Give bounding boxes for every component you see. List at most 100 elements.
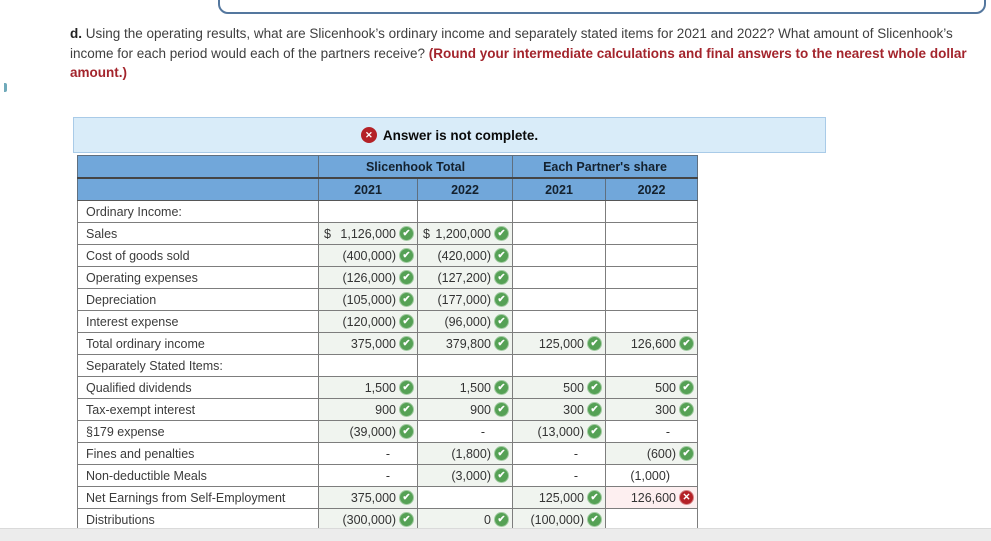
value-cell[interactable]: (120,000) ✔ [318, 310, 418, 333]
value-cell [512, 266, 606, 289]
check-icon: ✔ [587, 380, 602, 395]
value-cell[interactable]: 500 ✔ [512, 376, 606, 399]
cell-value: - [665, 424, 670, 439]
cell-value: 300 [563, 402, 584, 417]
cell-value: - [385, 468, 390, 483]
check-icon: ✔ [494, 336, 509, 351]
row-label: Depreciation [77, 288, 319, 311]
value-cell [512, 354, 606, 377]
table-row: Interest expense (120,000) ✔ (96,000) ✔ [77, 310, 698, 333]
row-label: Total ordinary income [77, 332, 319, 355]
table-row: Separately Stated Items: [77, 354, 698, 377]
cell-value: 1,500 [364, 380, 396, 395]
check-icon: ✔ [679, 446, 694, 461]
value-cell[interactable]: (400,000) ✔ [318, 244, 418, 267]
answer-status-banner: ✕ Answer is not complete. [73, 117, 826, 153]
cell-value: (400,000) [342, 248, 396, 263]
value-cell: - [605, 420, 698, 443]
check-icon: ✔ [587, 402, 602, 417]
value-cell [605, 354, 698, 377]
check-icon: ✔ [399, 380, 414, 395]
value-cell[interactable]: 0 ✔ [417, 508, 513, 531]
year-header-0-0: 2021 [318, 177, 418, 201]
value-cell[interactable]: 1,500 ✔ [318, 376, 418, 399]
value-cell[interactable]: 125,000 ✔ [512, 332, 606, 355]
check-icon: ✔ [587, 336, 602, 351]
row-label: Distributions [77, 508, 319, 531]
cell-value: (13,000) [537, 424, 584, 439]
check-icon: ✔ [494, 292, 509, 307]
check-icon: ✔ [399, 270, 414, 285]
value-cell[interactable]: (13,000) ✔ [512, 420, 606, 443]
cell-value: (600) [646, 446, 676, 461]
value-cell [512, 310, 606, 333]
value-cell[interactable]: 375,000 ✔ [318, 332, 418, 355]
value-cell [512, 200, 606, 223]
check-icon: ✔ [399, 248, 414, 263]
value-cell[interactable]: 379,800 ✔ [417, 332, 513, 355]
check-icon: ✔ [587, 512, 602, 527]
value-cell[interactable]: 1,500 ✔ [417, 376, 513, 399]
cell-value: (1,000) [630, 468, 670, 483]
value-cell [512, 244, 606, 267]
value-cell[interactable]: (96,000) ✔ [417, 310, 513, 333]
value-cell[interactable]: (1,800) ✔ [417, 442, 513, 465]
check-icon: ✔ [494, 314, 509, 329]
x-icon: ✕ [679, 490, 694, 505]
cell-value: (1,800) [451, 446, 491, 461]
value-cell[interactable]: $1,126,000 ✔ [318, 222, 418, 245]
row-label: Interest expense [77, 310, 319, 333]
row-label: Fines and penalties [77, 442, 319, 465]
check-icon: ✔ [399, 292, 414, 307]
cell-value: 126,600 [630, 336, 676, 351]
check-icon: ✔ [494, 270, 509, 285]
check-icon: ✔ [494, 380, 509, 395]
value-cell[interactable]: 126,600 ✕ [605, 486, 698, 509]
value-cell[interactable]: 125,000 ✔ [512, 486, 606, 509]
value-cell[interactable]: 900 ✔ [318, 398, 418, 421]
table-row: Cost of goods sold (400,000) ✔ (420,000) ✔ [77, 244, 698, 267]
value-cell[interactable]: (177,000) ✔ [417, 288, 513, 311]
check-icon: ✔ [494, 226, 509, 241]
value-cell[interactable]: (39,000) ✔ [318, 420, 418, 443]
check-icon: ✔ [494, 248, 509, 263]
section-label: Ordinary Income: [77, 200, 319, 223]
cell-value: (96,000) [444, 314, 491, 329]
check-icon: ✔ [494, 402, 509, 417]
value-cell[interactable]: (3,000) ✔ [417, 464, 513, 487]
value-cell: - [417, 420, 513, 443]
value-cell[interactable]: 500 ✔ [605, 376, 698, 399]
question-body: Using the operating results, what are Sl… [70, 26, 953, 61]
value-cell[interactable]: (300,000) ✔ [318, 508, 418, 531]
value-cell[interactable]: $1,200,000 ✔ [417, 222, 513, 245]
row-label: §179 expense [77, 420, 319, 443]
value-cell[interactable]: 300 ✔ [512, 398, 606, 421]
row-label: Qualified dividends [77, 376, 319, 399]
value-cell[interactable]: (127,200) ✔ [417, 266, 513, 289]
check-icon: ✔ [587, 424, 602, 439]
value-cell [417, 200, 513, 223]
value-cell[interactable]: 126,600 ✔ [605, 332, 698, 355]
value-cell[interactable]: 900 ✔ [417, 398, 513, 421]
cell-value: (127,200) [437, 270, 491, 285]
table-row: §179 expense (39,000) ✔ - (13,000) ✔ - [77, 420, 698, 443]
cell-value: 1,200,000 [435, 226, 491, 241]
question-text: d. Using the operating results, what are… [70, 24, 978, 83]
cell-value: (420,000) [437, 248, 491, 263]
value-cell[interactable]: 300 ✔ [605, 398, 698, 421]
value-cell: - [512, 442, 606, 465]
value-cell[interactable]: 375,000 ✔ [318, 486, 418, 509]
cell-value: 500 [655, 380, 676, 395]
column-group-header-0: Slicenhook Total [318, 155, 513, 179]
check-icon: ✔ [399, 402, 414, 417]
check-icon: ✔ [494, 446, 509, 461]
value-cell: - [318, 442, 418, 465]
value-cell[interactable]: (105,000) ✔ [318, 288, 418, 311]
row-label: Non-deductible Meals [77, 464, 319, 487]
table-row: Tax-exempt interest 900 ✔ 900 ✔ 300 ✔ 300 ✔ [77, 398, 698, 421]
value-cell[interactable]: (600) ✔ [605, 442, 698, 465]
value-cell[interactable]: (420,000) ✔ [417, 244, 513, 267]
value-cell [318, 200, 418, 223]
cell-value: (39,000) [349, 424, 396, 439]
value-cell[interactable]: (126,000) ✔ [318, 266, 418, 289]
